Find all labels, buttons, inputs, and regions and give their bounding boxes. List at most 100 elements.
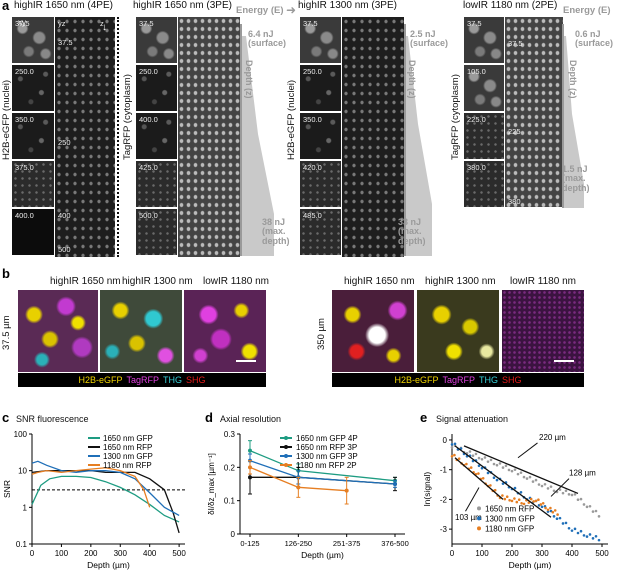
y-tick-label: 0.1: [16, 540, 28, 549]
col4-title: lowIR 1180 nm (2PE): [463, 0, 558, 11]
data-point: [474, 452, 478, 456]
y-tick-label: 0: [231, 530, 236, 539]
scale-bar: [554, 360, 574, 362]
data-point: [522, 502, 526, 506]
series-line: [249, 466, 347, 492]
data-point: [588, 504, 592, 508]
col4-side-label: TagRFP (cytoplasm): [450, 74, 461, 160]
b-right-depth: 350 µm: [316, 318, 327, 350]
data-point: [549, 506, 552, 510]
data-point: [477, 464, 481, 468]
legend-marker: [477, 506, 481, 511]
xy-depth-label: 250.0: [139, 67, 158, 76]
legend-entry: SHG: [186, 375, 206, 385]
b-left-title-3: lowIR 1180 nm: [203, 276, 269, 287]
xy-tile: 350.0: [12, 113, 54, 159]
data-point: [561, 522, 565, 525]
col2-energy-title: Energy (E): [236, 5, 284, 16]
col1-xy-label: xy: [18, 18, 26, 27]
col4-e-top: 0.6 nJ (surface): [575, 29, 614, 49]
data-point: [540, 505, 544, 509]
x-tick-label: 300: [114, 549, 128, 558]
data-point: [561, 491, 565, 495]
data-point: [450, 446, 454, 449]
legend-marker: [284, 454, 288, 458]
col4-energy-wedge: [562, 24, 584, 208]
down-arrow-icon: ↓: [102, 22, 107, 33]
data-point: [541, 501, 545, 505]
data-point: [579, 529, 583, 533]
data-point: [520, 501, 523, 505]
scale-bar: [236, 360, 256, 362]
data-point: [551, 510, 555, 514]
data-point: [534, 499, 538, 503]
legend-entry: H2B-eGFP: [394, 375, 439, 385]
data-point: [492, 476, 496, 480]
col4-yz-mark: 225: [508, 127, 521, 136]
data-point: [480, 466, 484, 470]
fit-line: [454, 457, 504, 500]
data-point: [344, 488, 349, 493]
xy-depth-label: 37.5: [467, 19, 482, 28]
data-point: [531, 480, 535, 483]
col3-side-label: H2B-eGFP (nuclei): [286, 79, 297, 160]
xy-depth-label: 400.0: [139, 115, 158, 124]
y-tick-label: 0.2: [224, 463, 236, 472]
data-point: [492, 462, 496, 466]
data-point: [501, 494, 504, 497]
data-point: [498, 462, 502, 465]
snr-chart: 0 100 200 300 400 500 0.1 1 10 100 Depth (µm) SNR 16…: [2, 430, 186, 570]
b-right-title-3: lowIR 1180 nm: [510, 276, 576, 287]
b-image-1300-37: [100, 290, 182, 372]
xy-tile: 250.0: [300, 65, 341, 111]
data-point: [576, 498, 580, 502]
data-point: [504, 464, 508, 468]
series-line: [31, 475, 180, 523]
data-point: [495, 478, 499, 482]
x-tick-label: 400: [565, 549, 579, 558]
col2-title: highIR 1650 nm (3PE): [133, 0, 232, 11]
data-point: [486, 460, 490, 463]
legend-marker: [284, 436, 288, 440]
y-tick-label: 0.1: [224, 497, 236, 506]
d-title: Axial resolution: [220, 414, 282, 424]
data-point: [468, 450, 472, 453]
col2-e-top: 6.4 nJ (surface): [248, 29, 287, 49]
col1-yz-label: yz: [58, 19, 66, 28]
data-point: [507, 468, 511, 472]
xy-depth-label: 350.0: [303, 115, 322, 124]
data-point: [558, 488, 562, 491]
data-point: [534, 478, 538, 482]
annotation-label: 103 µm: [455, 513, 482, 522]
legend-entry: TagRFP: [442, 375, 475, 385]
b-left-legend: H2B-eGFP TagRFP THG SHG: [18, 373, 266, 387]
legend-entry: TagRFP: [126, 375, 159, 385]
data-point: [510, 469, 514, 473]
col3-e-bottom: 33 nJ (max. depth): [398, 217, 426, 246]
data-point: [564, 521, 568, 525]
legend-marker: [284, 463, 288, 467]
x-tick-label: 251-375: [333, 539, 361, 548]
data-point: [486, 471, 490, 475]
fit-line: [463, 445, 579, 495]
x-tick-label: 500: [172, 549, 186, 558]
x-axis-label: Depth (µm): [301, 550, 344, 560]
xy-depth-label: 380.0: [467, 163, 486, 172]
legend-label: 1650 nm RFP: [103, 443, 152, 452]
x-tick-label: 126-250: [285, 539, 313, 548]
fit-line: [454, 445, 552, 518]
col1-yz-mark: 37.5: [58, 38, 73, 47]
b-right-title-2: highIR 1300 nm: [425, 276, 496, 287]
b-right-title-1: highIR 1650 nm: [344, 276, 415, 287]
legend-label: 1650 nm GFP: [103, 434, 153, 443]
data-point: [552, 515, 556, 518]
x-axis-label: Depth (µm): [509, 560, 552, 570]
xy-tile: 37.5: [300, 17, 341, 63]
annotation-arrow: [517, 442, 538, 459]
c-title: SNR fluorescence: [16, 414, 89, 424]
legend-marker: [284, 445, 288, 449]
y-tick-label: -2: [440, 495, 448, 504]
data-point: [513, 468, 517, 471]
xy-tile: 37.5: [12, 17, 54, 63]
x-tick-label: 100: [55, 549, 69, 558]
